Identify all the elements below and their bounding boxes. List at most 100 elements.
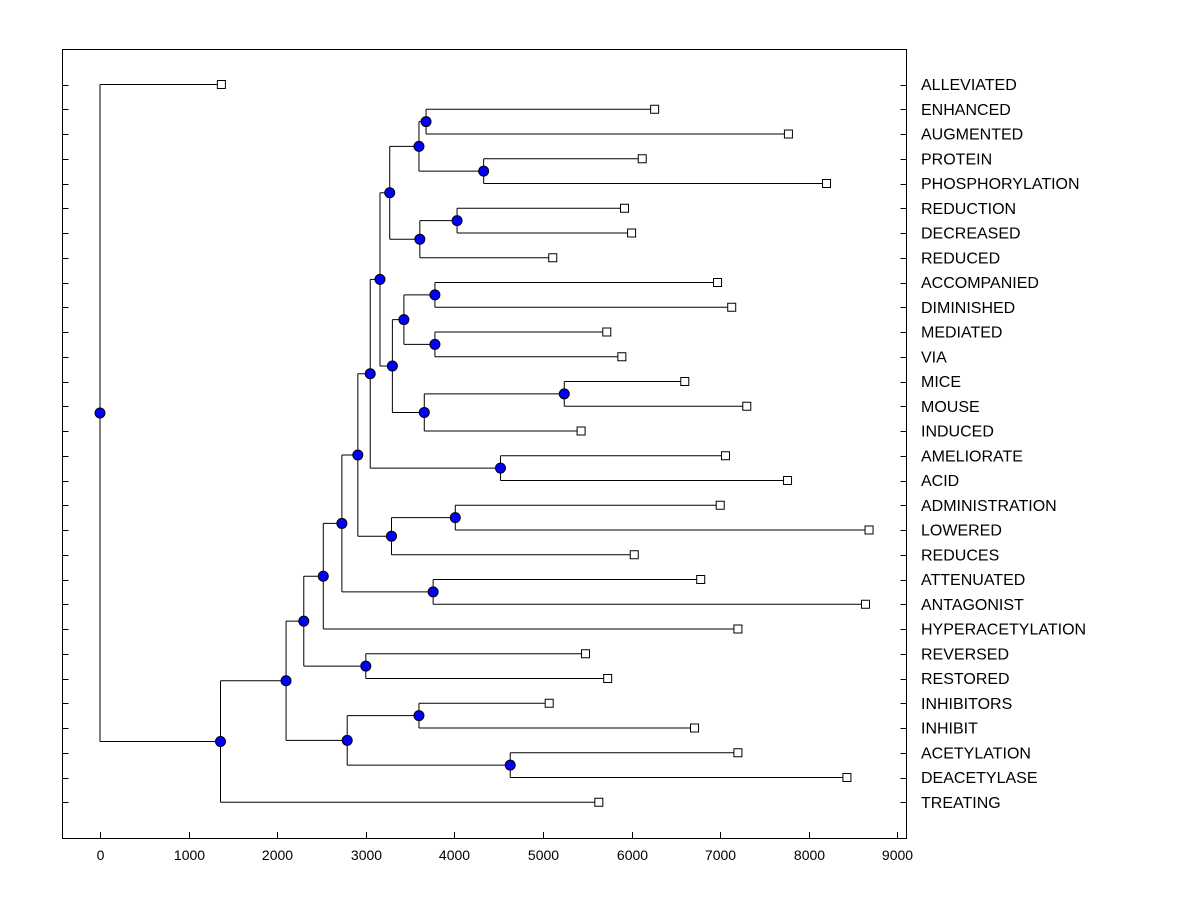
leaf-marker bbox=[696, 575, 706, 584]
merge-node bbox=[429, 289, 441, 301]
leaf-labels: ALLEVIATED ENHANCED AUGMENTED PROTEIN PHOSPH… bbox=[921, 77, 1086, 812]
dendrogram-links bbox=[99, 84, 870, 803]
leaf-marker bbox=[627, 228, 637, 238]
leaf-marker bbox=[544, 698, 554, 708]
x-tick-label: 5000 bbox=[528, 847, 559, 863]
leaf-marker bbox=[629, 550, 639, 560]
merge-node bbox=[364, 368, 376, 380]
x-tick-label: 1000 bbox=[174, 847, 205, 863]
leaf-label: ACCOMPANIED bbox=[921, 275, 1039, 292]
leaf-marker bbox=[576, 426, 586, 436]
leaf-marker bbox=[715, 500, 725, 510]
merge-node bbox=[413, 710, 425, 722]
leaf-label: REVERSED bbox=[921, 646, 1009, 663]
leaf-label: ANTAGONIST bbox=[921, 597, 1024, 614]
merge-node bbox=[280, 675, 292, 687]
leaf-label: INDUCED bbox=[921, 424, 994, 441]
x-tick-label: 4000 bbox=[439, 847, 470, 863]
merge-nodes bbox=[94, 116, 570, 771]
leaf-marker bbox=[548, 253, 558, 263]
merge-node bbox=[336, 517, 348, 529]
merge-node bbox=[558, 388, 570, 400]
leaf-label: DEACETYLASE bbox=[921, 770, 1037, 787]
leaf-label: VIA bbox=[921, 349, 947, 366]
x-tick-label: 6000 bbox=[617, 847, 648, 863]
leaf-label: AUGMENTED bbox=[921, 127, 1023, 144]
merge-node bbox=[427, 586, 439, 598]
merge-node bbox=[494, 462, 506, 474]
merge-node bbox=[341, 734, 353, 746]
leaf-marker bbox=[842, 773, 852, 782]
leaf-marker bbox=[713, 278, 723, 287]
leaf-marker bbox=[783, 129, 793, 139]
leaf-label: MOUSE bbox=[921, 399, 980, 416]
leaf-label: REDUCES bbox=[921, 547, 999, 564]
leaf-marker bbox=[733, 624, 743, 634]
leaf-marker bbox=[602, 327, 612, 337]
leaf-marker bbox=[861, 599, 871, 609]
leaf-marker bbox=[581, 649, 591, 659]
merge-node bbox=[420, 116, 432, 128]
leaf-marker bbox=[637, 154, 647, 164]
leaf-label: DECREASED bbox=[921, 226, 1021, 243]
leaf-label: ATTENUATED bbox=[921, 572, 1025, 589]
merge-node bbox=[429, 338, 441, 350]
leaf-label: PHOSPHORYLATION bbox=[921, 176, 1080, 193]
leaf-label: RESTORED bbox=[921, 671, 1010, 688]
leaf-label: PROTEIN bbox=[921, 151, 992, 168]
leaf-label: ACETYLATION bbox=[921, 745, 1031, 762]
merge-node bbox=[352, 449, 364, 461]
merge-node bbox=[398, 314, 410, 326]
leaf-markers bbox=[216, 80, 874, 807]
x-tick-label: 7000 bbox=[705, 847, 736, 863]
leaf-label: ACID bbox=[921, 473, 959, 490]
merge-node bbox=[504, 759, 516, 771]
leaf-marker bbox=[216, 80, 226, 89]
merge-node bbox=[298, 615, 310, 627]
leaf-label: ADMINISTRATION bbox=[921, 498, 1057, 515]
plot-frame bbox=[62, 49, 907, 839]
merge-node bbox=[413, 140, 425, 152]
x-tick-label: 8000 bbox=[794, 847, 825, 863]
leaf-marker bbox=[617, 352, 627, 362]
leaf-label: MEDIATED bbox=[921, 325, 1002, 342]
leaf-label: ALLEVIATED bbox=[921, 77, 1017, 94]
merge-node bbox=[414, 233, 426, 245]
leaf-label: REDUCTION bbox=[921, 201, 1016, 218]
leaf-marker bbox=[594, 797, 604, 807]
merge-node bbox=[451, 215, 463, 227]
merge-node bbox=[418, 406, 430, 418]
merge-node bbox=[360, 660, 372, 672]
leaf-marker bbox=[721, 451, 731, 461]
leaf-marker bbox=[783, 476, 793, 485]
leaf-label: TREATING bbox=[921, 795, 1001, 812]
x-axis: 0 1000 2000 3000 4000 5000 6000 7000 8000 9000 bbox=[97, 832, 913, 863]
merge-node bbox=[317, 570, 329, 582]
leaf-label: DIMINISHED bbox=[921, 300, 1015, 317]
leaf-label: REDUCED bbox=[921, 250, 1000, 267]
leaf-label: ENHANCED bbox=[921, 102, 1011, 119]
leaf-marker bbox=[864, 525, 874, 535]
merge-node bbox=[94, 407, 106, 419]
merge-node bbox=[449, 512, 461, 524]
leaf-marker bbox=[742, 401, 752, 411]
leaf-marker bbox=[727, 302, 737, 312]
leaf-marker bbox=[690, 723, 700, 733]
merge-node bbox=[384, 187, 396, 199]
leaf-label: AMELIORATE bbox=[921, 448, 1023, 465]
y-ticks bbox=[62, 85, 907, 803]
x-tick-label: 9000 bbox=[882, 847, 913, 863]
leaf-label: MICE bbox=[921, 374, 961, 391]
merge-node bbox=[385, 530, 397, 542]
leaf-label: INHIBIT bbox=[921, 721, 978, 738]
leaf-marker bbox=[733, 748, 743, 758]
leaf-marker bbox=[650, 104, 660, 114]
merge-node bbox=[386, 360, 398, 372]
leaf-label: INHIBITORS bbox=[921, 696, 1012, 713]
x-tick-label: 0 bbox=[97, 847, 105, 863]
merge-node bbox=[374, 273, 386, 285]
leaf-label: HYPERACETYLATION bbox=[921, 622, 1086, 639]
merge-node bbox=[478, 165, 490, 177]
leaf-marker bbox=[603, 674, 613, 683]
leaf-marker bbox=[620, 203, 630, 213]
